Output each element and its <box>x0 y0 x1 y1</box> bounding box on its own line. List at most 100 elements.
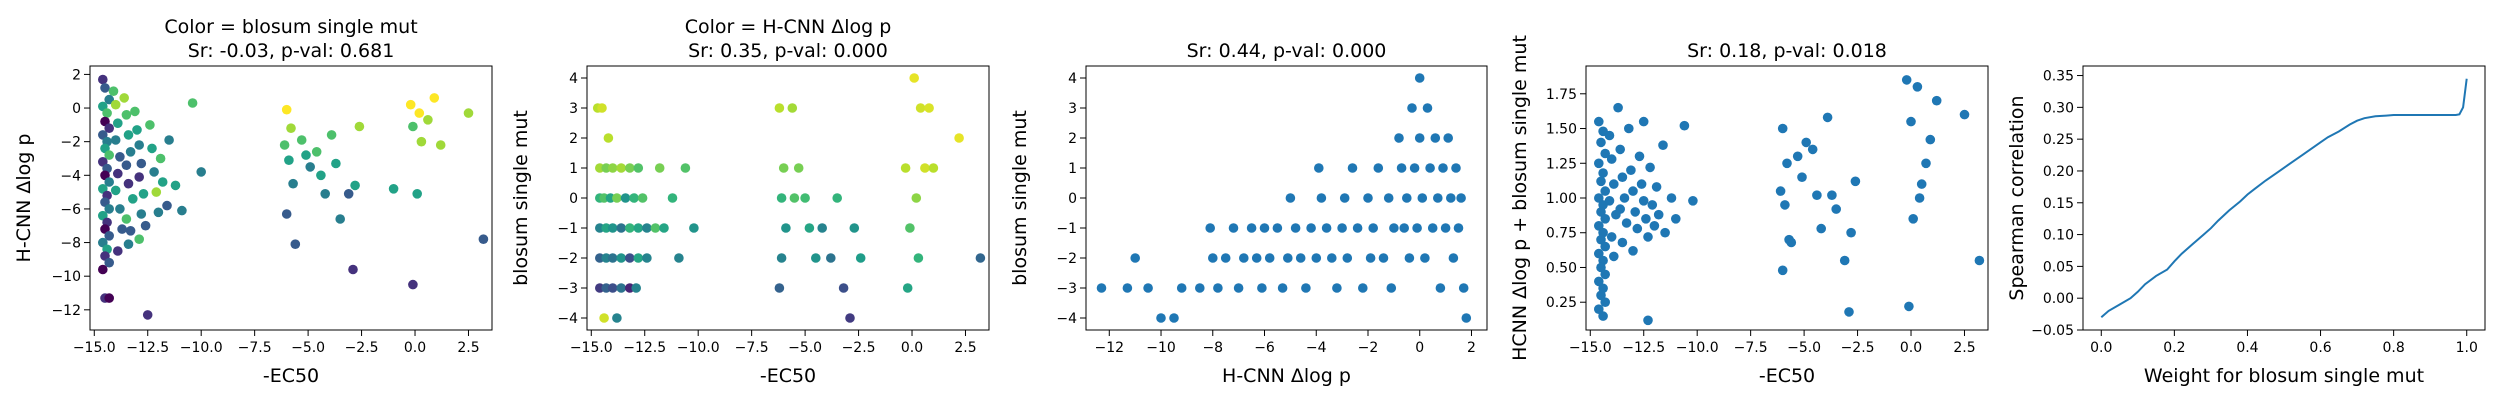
scatter-point <box>104 94 114 105</box>
scatter-point <box>1777 265 1788 276</box>
scatter-point <box>1427 223 1438 233</box>
scatter-point <box>326 130 337 140</box>
scatter-point <box>817 223 827 233</box>
scatter-point <box>121 214 132 224</box>
scatter-point <box>435 140 446 150</box>
scatter-point <box>659 223 669 233</box>
scatter-point <box>776 193 787 203</box>
scatter-point <box>1628 246 1638 256</box>
scatter-point <box>800 193 810 203</box>
scatter-point <box>1443 133 1453 143</box>
scatter-point <box>1604 196 1615 206</box>
scatter-point <box>620 193 631 203</box>
scatter-point <box>1641 214 1651 224</box>
scatter-point <box>320 189 331 199</box>
scatter-point <box>151 187 162 197</box>
x-tick-label: 0.0 <box>404 340 426 356</box>
scatter-point <box>1402 193 1412 203</box>
scatter-point <box>1283 253 1293 263</box>
x-tick-label: −10.0 <box>677 340 720 356</box>
scatter-point <box>301 150 311 160</box>
scatter-point <box>155 153 166 164</box>
axes-frame <box>2082 65 2486 331</box>
scatter-point <box>616 223 626 233</box>
chart-subtitle: Sr: -0.03, p-val: 0.681 <box>188 40 395 62</box>
x-tick-label: −5.0 <box>788 340 822 356</box>
scatter-point <box>123 130 134 140</box>
scatter-point <box>633 223 644 233</box>
scatter-point <box>1448 253 1459 263</box>
scatter-point <box>104 293 114 303</box>
scatter-point <box>1433 193 1443 203</box>
scatter-point <box>153 207 164 218</box>
chart-panel-4: −15.0 −12.5 −10.0 −7.5 −5.0 −2.5 0.0 2.5 0.25 0.5… <box>1509 35 1989 387</box>
scatter-point <box>110 185 121 196</box>
scatter-point <box>1606 232 1617 242</box>
scatter-point <box>1609 179 1619 189</box>
scatter-point <box>1383 193 1394 203</box>
scatter-point <box>616 163 626 173</box>
y-axis-label: HCNN Δlog p + blosum single mut <box>1509 35 1531 361</box>
chart-title: Sr: 0.44, p-val: 0.000 <box>1187 40 1387 62</box>
y-tick-label: −4 <box>557 311 578 327</box>
scatter-point <box>1839 255 1850 266</box>
scatter-point <box>136 209 147 219</box>
scatter-point <box>826 253 836 263</box>
scatter-point <box>281 104 292 115</box>
x-axis-label: -EC50 <box>760 365 816 387</box>
scatter-point <box>1295 253 1306 263</box>
scatter-point <box>110 99 121 110</box>
scatter-point <box>1598 168 1608 178</box>
scatter-point <box>633 163 644 173</box>
x-tick-label: −7.5 <box>1734 340 1768 356</box>
y-tick-label: −3 <box>1056 281 1077 297</box>
x-tick-label: 2 <box>1467 340 1476 356</box>
y-axis-label: Spearman correlation <box>2006 95 2028 300</box>
x-tick-label: −12.5 <box>1622 340 1665 356</box>
scatter-point <box>631 283 641 293</box>
scatter-point <box>1780 200 1790 210</box>
scatter-point <box>113 118 123 128</box>
scatter-point <box>625 223 635 233</box>
scatter-point <box>104 177 114 187</box>
chart-panel-2: −15.0 −12.5 −10.0 −7.5 −5.0 −2.5 0.0 2.5 −4 −3 −2 −… <box>510 16 990 387</box>
y-tick-label: 0.00 <box>2043 291 2074 307</box>
scatter-point <box>1259 223 1270 233</box>
scatter-point <box>1342 253 1353 263</box>
scatter-point <box>1628 186 1638 196</box>
scatter-point <box>286 123 296 133</box>
scatter-point <box>1365 253 1376 263</box>
scatter-point <box>305 162 316 172</box>
scatter-point <box>414 108 425 118</box>
scatter-point <box>140 220 151 231</box>
scatter-point <box>423 115 433 125</box>
scatter-point <box>1594 304 1604 315</box>
scatter-point <box>1213 283 1223 293</box>
scatter-point <box>625 253 635 263</box>
scatter-point <box>1921 158 1931 169</box>
scatter-point <box>1651 182 1662 192</box>
y-tick-label: 4 <box>1068 71 1077 87</box>
scatter-point <box>348 264 358 275</box>
x-tick-label: −10.0 <box>1676 340 1719 356</box>
scatter-point <box>1632 223 1643 234</box>
scatter-point <box>915 103 926 113</box>
scatter-point <box>855 253 866 263</box>
scatter-point <box>1195 283 1205 293</box>
y-tick-label: 4 <box>569 71 578 87</box>
y-tick-label: 0.05 <box>2043 259 2074 275</box>
scatter-point <box>1451 163 1461 173</box>
chart-panel-5: 0.0 0.2 0.4 0.6 0.8 1.0 −0.05 0.00 0.05 0.10 0.15 0… <box>2006 65 2486 387</box>
x-tick-label: −5.0 <box>291 340 325 356</box>
data-marks <box>1096 73 1472 323</box>
y-tick-label: −3 <box>557 281 578 297</box>
scatter-point <box>104 231 114 241</box>
scatter-point <box>1314 163 1324 173</box>
y-tick-label: 3 <box>569 101 578 117</box>
scatter-point <box>1649 221 1660 231</box>
scatter-point <box>1327 253 1337 263</box>
scatter-point <box>1786 237 1797 248</box>
scatter-point <box>637 193 648 203</box>
